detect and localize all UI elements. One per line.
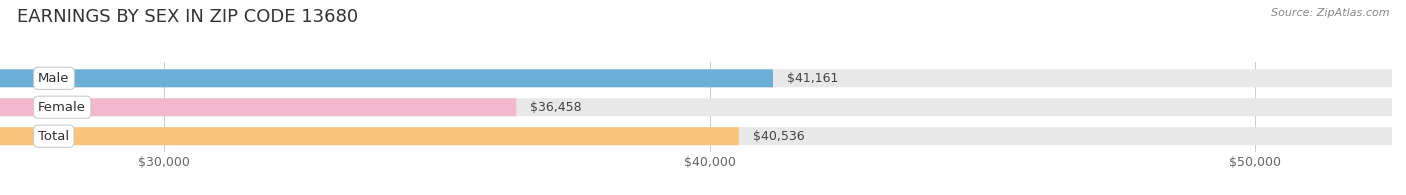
Text: $40,536: $40,536	[752, 130, 804, 143]
Text: EARNINGS BY SEX IN ZIP CODE 13680: EARNINGS BY SEX IN ZIP CODE 13680	[17, 8, 359, 26]
FancyBboxPatch shape	[0, 127, 1392, 145]
FancyBboxPatch shape	[0, 98, 516, 116]
Text: $36,458: $36,458	[530, 101, 582, 114]
FancyBboxPatch shape	[0, 69, 773, 87]
Text: Total: Total	[38, 130, 69, 143]
Text: $41,161: $41,161	[786, 72, 838, 85]
FancyBboxPatch shape	[0, 127, 740, 145]
Text: Source: ZipAtlas.com: Source: ZipAtlas.com	[1271, 8, 1389, 18]
FancyBboxPatch shape	[0, 69, 1392, 87]
Text: Female: Female	[38, 101, 86, 114]
Text: Male: Male	[38, 72, 70, 85]
FancyBboxPatch shape	[0, 98, 1392, 116]
